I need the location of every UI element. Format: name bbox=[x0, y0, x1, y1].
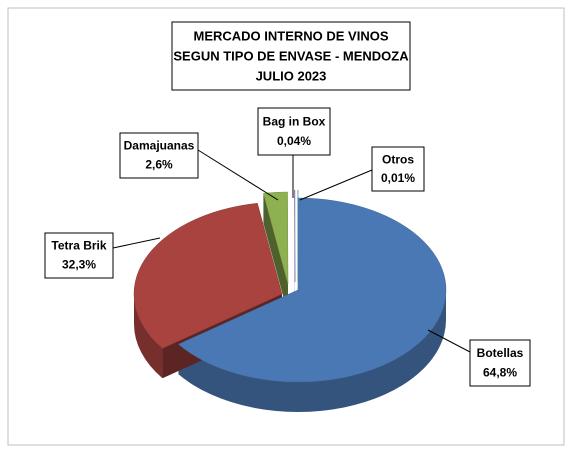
chart-title: MERCADO INTERNO DE VINOS bbox=[193, 28, 388, 43]
value-label: 2,6% bbox=[145, 158, 173, 172]
labels: Botellas 64,8% Tetra Brik 32,3% Damajuanas 2,… bbox=[44, 107, 531, 387]
leader-line bbox=[299, 169, 373, 201]
category-label: Bag in Box bbox=[263, 114, 326, 128]
slice bbox=[263, 191, 289, 285]
leader-line bbox=[197, 149, 279, 201]
category-label: Otros bbox=[382, 152, 414, 166]
radial-face bbox=[263, 193, 288, 314]
category-label: Botellas bbox=[477, 346, 524, 360]
slice bbox=[133, 203, 283, 349]
chart-title: SEGUN TIPO DE ENVASE - MENDOZA bbox=[173, 48, 409, 63]
label-box bbox=[371, 146, 425, 192]
value-label: 32,3% bbox=[62, 258, 96, 272]
pie bbox=[133, 189, 447, 412]
chart-title: JULIO 2023 bbox=[256, 68, 327, 83]
value-label: 0,01% bbox=[381, 171, 415, 185]
slice bbox=[178, 197, 447, 383]
leader-line bbox=[112, 237, 161, 249]
title-box bbox=[171, 21, 411, 91]
label-box bbox=[257, 107, 331, 156]
label-box bbox=[469, 339, 531, 387]
value-label: 64,8% bbox=[483, 365, 517, 379]
slice-side bbox=[134, 294, 163, 379]
label-box bbox=[119, 132, 199, 179]
value-label: 0,04% bbox=[277, 134, 311, 148]
category-label: Damajuanas bbox=[124, 139, 195, 153]
category-label: Tetra Brik bbox=[51, 239, 106, 253]
slice-side bbox=[178, 290, 446, 412]
leader-line bbox=[427, 329, 471, 353]
label-box bbox=[44, 232, 114, 279]
